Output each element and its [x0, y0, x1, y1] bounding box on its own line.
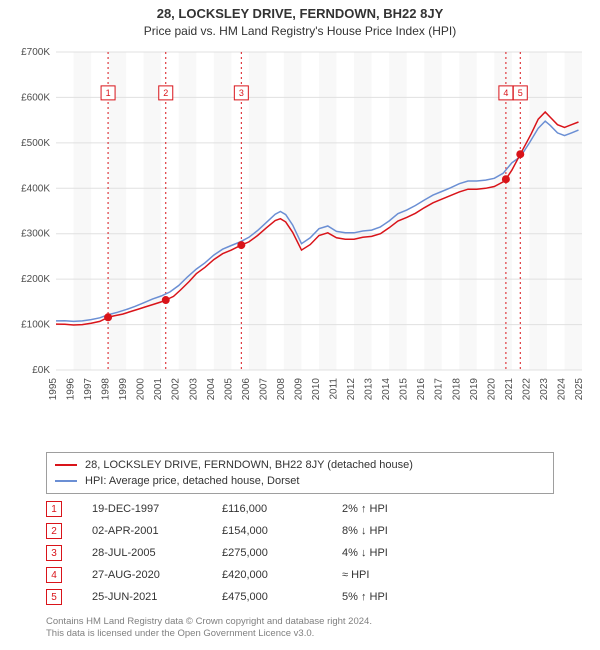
legend-row: 28, LOCKSLEY DRIVE, FERNDOWN, BH22 8JY (… [55, 457, 545, 473]
svg-text:2011: 2011 [329, 378, 340, 400]
svg-text:2017: 2017 [434, 378, 445, 401]
event-row: 4 27-AUG-2020£420,000≈ HPI [46, 564, 554, 586]
page-subtitle: Price paid vs. HM Land Registry's House … [0, 24, 600, 38]
svg-text:2024: 2024 [556, 378, 567, 401]
event-date: 19-DEC-1997 [92, 503, 222, 515]
svg-text:2006: 2006 [241, 378, 252, 401]
event-badge: 1 [46, 501, 62, 517]
legend-label: 28, LOCKSLEY DRIVE, FERNDOWN, BH22 8JY (… [85, 457, 413, 473]
event-badge: 3 [46, 545, 62, 561]
event-date: 28-JUL-2005 [92, 547, 222, 559]
svg-text:2003: 2003 [188, 378, 199, 401]
svg-text:2002: 2002 [171, 378, 182, 401]
svg-text:2007: 2007 [258, 378, 269, 401]
svg-text:£600K: £600K [21, 92, 50, 103]
event-note: 5% ↑ HPI [342, 591, 462, 603]
svg-text:4: 4 [503, 88, 508, 98]
svg-text:2025: 2025 [574, 378, 585, 401]
svg-text:2019: 2019 [469, 378, 480, 401]
event-price: £154,000 [222, 525, 342, 537]
event-date: 25-JUN-2021 [92, 591, 222, 603]
svg-text:2013: 2013 [364, 378, 375, 401]
svg-text:2015: 2015 [399, 378, 410, 401]
credit: Contains HM Land Registry data © Crown c… [46, 616, 554, 640]
event-price: £420,000 [222, 569, 342, 581]
event-price: £475,000 [222, 591, 342, 603]
event-note: ≈ HPI [342, 569, 462, 581]
svg-text:1998: 1998 [101, 378, 112, 401]
svg-text:2016: 2016 [416, 378, 427, 401]
svg-text:2001: 2001 [153, 378, 164, 401]
svg-text:2018: 2018 [451, 378, 462, 401]
svg-text:2021: 2021 [504, 378, 515, 401]
titles: 28, LOCKSLEY DRIVE, FERNDOWN, BH22 8JY P… [0, 0, 600, 38]
chart: £0K £100K £200K £300K £400K £500K £600K £700K 19… [8, 46, 592, 416]
credit-line-1: Contains HM Land Registry data © Crown c… [46, 616, 554, 628]
event-row: 3 28-JUL-2005£275,0004% ↓ HPI [46, 542, 554, 564]
legend: 28, LOCKSLEY DRIVE, FERNDOWN, BH22 8JY (… [46, 452, 554, 494]
event-row: 5 25-JUN-2021£475,0005% ↑ HPI [46, 586, 554, 608]
svg-text:2: 2 [163, 88, 168, 98]
credit-line-2: This data is licensed under the Open Gov… [46, 628, 554, 640]
event-date: 02-APR-2001 [92, 525, 222, 537]
svg-text:3: 3 [239, 88, 244, 98]
svg-text:2023: 2023 [539, 378, 550, 401]
event-note: 4% ↓ HPI [342, 547, 462, 559]
svg-text:£200K: £200K [21, 274, 50, 285]
svg-text:£0K: £0K [32, 365, 50, 376]
svg-text:£300K: £300K [21, 229, 50, 240]
legend-label: HPI: Average price, detached house, Dors… [85, 473, 299, 489]
event-price: £116,000 [222, 503, 342, 515]
legend-row: HPI: Average price, detached house, Dors… [55, 473, 545, 489]
event-row: 1 19-DEC-1997£116,0002% ↑ HPI [46, 498, 554, 520]
svg-text:£500K: £500K [21, 138, 50, 149]
page: 28, LOCKSLEY DRIVE, FERNDOWN, BH22 8JY P… [0, 0, 600, 650]
event-note: 8% ↓ HPI [342, 525, 462, 537]
svg-text:2010: 2010 [311, 378, 322, 401]
svg-text:2000: 2000 [136, 378, 147, 401]
svg-text:£700K: £700K [21, 47, 50, 58]
svg-text:2012: 2012 [346, 378, 357, 401]
event-table: 1 19-DEC-1997£116,0002% ↑ HPI 2 02-APR-2001… [46, 498, 554, 608]
event-price: £275,000 [222, 547, 342, 559]
svg-text:2009: 2009 [293, 378, 304, 401]
event-row: 2 02-APR-2001£154,0008% ↓ HPI [46, 520, 554, 542]
svg-text:2022: 2022 [521, 378, 532, 401]
event-badge: 4 [46, 567, 62, 583]
svg-text:2020: 2020 [486, 378, 497, 401]
svg-text:2008: 2008 [276, 378, 287, 401]
svg-text:1999: 1999 [118, 378, 129, 401]
page-title: 28, LOCKSLEY DRIVE, FERNDOWN, BH22 8JY [0, 6, 600, 21]
svg-text:2005: 2005 [223, 378, 234, 401]
svg-text:£100K: £100K [21, 320, 50, 331]
chart-svg: £0K £100K £200K £300K £400K £500K £600K £700K 19… [8, 46, 592, 416]
svg-text:£400K: £400K [21, 183, 50, 194]
svg-text:1: 1 [106, 88, 111, 98]
svg-text:1995: 1995 [48, 378, 59, 401]
legend-swatch [55, 480, 77, 482]
legend-swatch [55, 464, 77, 466]
svg-text:2004: 2004 [206, 378, 217, 401]
svg-text:1997: 1997 [83, 378, 94, 401]
svg-text:5: 5 [518, 88, 523, 98]
event-date: 27-AUG-2020 [92, 569, 222, 581]
event-badge: 5 [46, 589, 62, 605]
event-badge: 2 [46, 523, 62, 539]
event-note: 2% ↑ HPI [342, 503, 462, 515]
svg-text:2014: 2014 [381, 378, 392, 401]
svg-text:1996: 1996 [66, 378, 77, 401]
